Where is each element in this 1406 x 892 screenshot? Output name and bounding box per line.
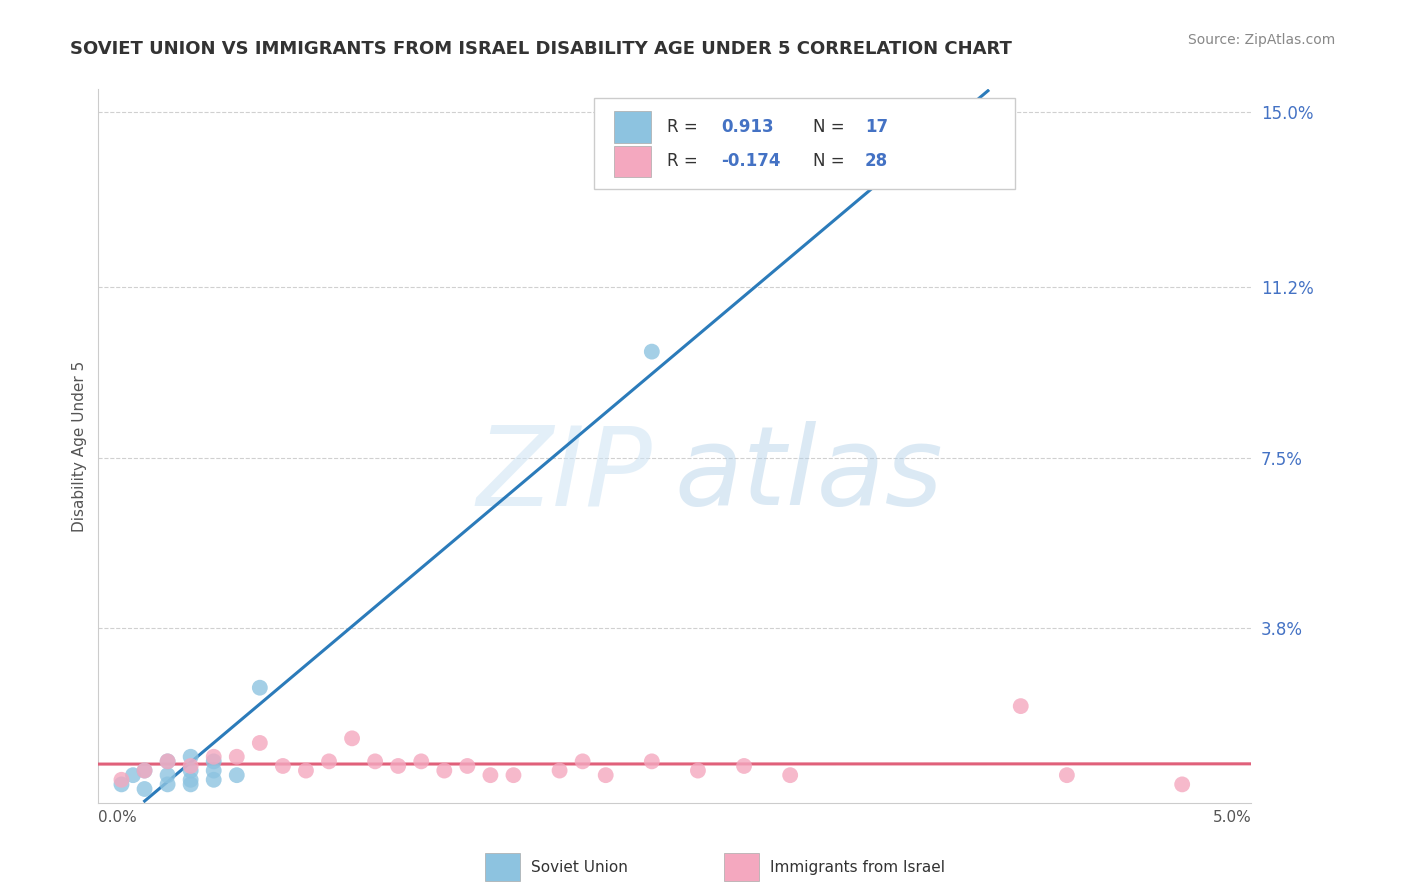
Text: 17: 17 [865, 118, 889, 136]
Point [364, 755, 387, 769]
Point [318, 755, 340, 769]
Point [1056, 768, 1078, 782]
Text: 28: 28 [865, 153, 889, 170]
Point [595, 768, 617, 782]
Point [180, 777, 202, 791]
Text: atlas: atlas [675, 421, 943, 528]
Point [271, 759, 294, 773]
Point [180, 772, 202, 787]
Point [249, 736, 271, 750]
Point [134, 764, 156, 778]
Point [387, 759, 409, 773]
Point [456, 759, 478, 773]
Point [156, 768, 179, 782]
Text: R =: R = [666, 153, 703, 170]
Point [779, 768, 801, 782]
Point [134, 782, 156, 797]
Text: R =: R = [666, 118, 703, 136]
Point [249, 681, 271, 695]
Text: 5.0%: 5.0% [1212, 810, 1251, 825]
Point [202, 772, 225, 787]
Point [134, 764, 156, 778]
Text: N =: N = [813, 118, 851, 136]
Point [225, 749, 247, 764]
Point [110, 777, 132, 791]
Point [156, 755, 179, 769]
Point [295, 764, 318, 778]
Point [156, 755, 179, 769]
Point [479, 768, 502, 782]
Point [180, 749, 202, 764]
Point [202, 764, 225, 778]
Point [180, 764, 202, 778]
Point [641, 755, 664, 769]
Point [733, 759, 755, 773]
Text: 0.913: 0.913 [721, 118, 773, 136]
Text: SOVIET UNION VS IMMIGRANTS FROM ISRAEL DISABILITY AGE UNDER 5 CORRELATION CHART: SOVIET UNION VS IMMIGRANTS FROM ISRAEL D… [70, 40, 1012, 58]
Point [502, 768, 524, 782]
Point [225, 768, 247, 782]
FancyBboxPatch shape [614, 145, 651, 177]
FancyBboxPatch shape [595, 98, 1015, 189]
Text: Immigrants from Israel: Immigrants from Israel [770, 860, 945, 874]
Point [122, 768, 145, 782]
Point [180, 759, 202, 773]
Text: -0.174: -0.174 [721, 153, 780, 170]
Text: 0.0%: 0.0% [98, 810, 138, 825]
Point [1171, 777, 1194, 791]
Point [156, 777, 179, 791]
Y-axis label: Disability Age Under 5: Disability Age Under 5 [72, 360, 87, 532]
Point [641, 344, 664, 359]
Point [1010, 699, 1032, 714]
Point [202, 749, 225, 764]
Text: ZIP: ZIP [477, 421, 652, 528]
Point [686, 764, 709, 778]
FancyBboxPatch shape [614, 112, 651, 143]
Point [571, 755, 593, 769]
Point [433, 764, 456, 778]
Point [411, 755, 433, 769]
Point [340, 731, 363, 746]
Text: N =: N = [813, 153, 851, 170]
Point [548, 764, 571, 778]
Point [202, 755, 225, 769]
Point [110, 772, 132, 787]
Text: Source: ZipAtlas.com: Source: ZipAtlas.com [1188, 33, 1336, 47]
Text: Soviet Union: Soviet Union [531, 860, 628, 874]
